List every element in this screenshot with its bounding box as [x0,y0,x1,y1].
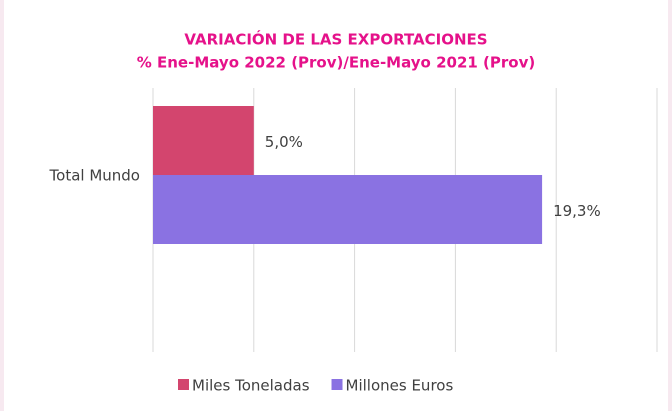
legend-swatch [178,379,189,390]
chart-subtitle: % Ene-Mayo 2022 (Prov)/Ene-Mayo 2021 (Pr… [137,54,535,72]
bar [153,106,254,175]
data-label: 5,0% [265,133,303,151]
legend-label: Miles Toneladas [192,377,310,395]
data-label: 19,3% [553,202,601,220]
bar [153,175,543,244]
legend-swatch [331,379,343,390]
y-tick-label: Total Mundo [49,167,140,185]
legend-label: Millones Euros [346,377,454,395]
chart-title: VARIACIÓN DE LAS EXPORTACIONES [184,30,487,49]
